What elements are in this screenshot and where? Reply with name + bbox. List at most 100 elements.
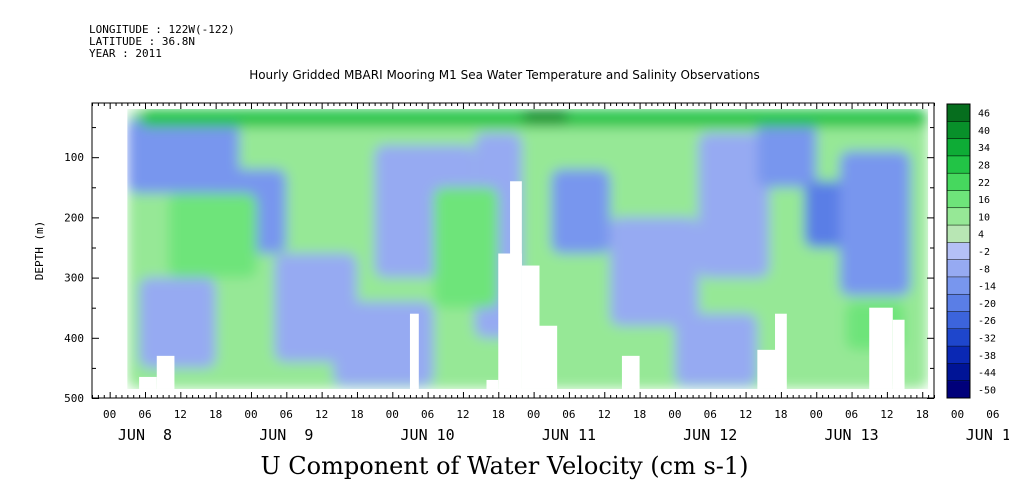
colorbar-label: 40 [978, 126, 990, 137]
colorbar-label: -50 [978, 385, 996, 396]
no-data-mask [92, 388, 934, 398]
colorbar-swatch [947, 242, 970, 261]
x-hour-label: 18 [492, 408, 505, 421]
x-day-label: JUN 9 [259, 426, 313, 444]
x-day-label: JUN 11 [542, 426, 596, 444]
colorbar-label: 46 [978, 109, 990, 120]
missing-data-gap [139, 376, 157, 389]
x-day-label: JUN 13 [824, 426, 878, 444]
colorbar-swatch [947, 328, 970, 347]
colorbar-swatch [947, 155, 970, 174]
colorbar-swatch [947, 380, 970, 399]
velocity-patch [168, 193, 257, 278]
colorbar-label: -44 [978, 368, 996, 379]
missing-data-gap [869, 307, 893, 389]
colorbar-label: 4 [978, 230, 984, 241]
velocity-patch [333, 301, 434, 386]
x-day-label: JUN 12 [683, 426, 737, 444]
y-tick-label: 200 [64, 211, 84, 224]
x-hour-label: 12 [174, 408, 187, 421]
velocity-patch [610, 217, 699, 326]
velocity-patch [139, 277, 216, 368]
colorbar-swatch [947, 207, 970, 226]
y-tick-label: 100 [64, 151, 84, 164]
missing-data-gap [409, 313, 419, 389]
colorbar-label: -8 [978, 264, 990, 275]
no-data-mask [92, 103, 128, 398]
x-hour-label: 00 [244, 408, 257, 421]
missing-data-gap [775, 313, 787, 389]
latitude-label: LATITUDE : 36.8N [89, 35, 195, 48]
colorbar-label: 34 [978, 143, 990, 154]
x-hour-label: 18 [916, 408, 929, 421]
velocity-patch [674, 313, 758, 386]
colorbar-swatch [947, 225, 970, 243]
no-data-mask [928, 103, 934, 398]
velocity-patch [839, 151, 911, 296]
year-label: YEAR : 2011 [89, 47, 162, 60]
velocity-patch [521, 109, 569, 125]
colorbar-swatch [947, 294, 970, 313]
x-day-label: JUN 10 [401, 426, 455, 444]
x-day-label: JUN 14 [966, 426, 1009, 444]
colorbar-label: -14 [978, 282, 996, 293]
x-hour-label: 18 [350, 408, 363, 421]
y-tick-label: 400 [64, 332, 84, 345]
y-tick-label: 300 [64, 272, 84, 285]
x-hour-label: 00 [103, 408, 116, 421]
x-hour-label: 06 [704, 408, 717, 421]
x-hour-label: 00 [668, 408, 681, 421]
colorbar-label: -38 [978, 351, 996, 362]
missing-data-gap [757, 349, 781, 389]
x-day-label: JUN 8 [118, 426, 172, 444]
x-hour-label: 00 [527, 408, 540, 421]
x-hour-label: 00 [810, 408, 823, 421]
colorbar-swatch [947, 311, 970, 330]
x-hour-label: 06 [421, 408, 434, 421]
colorbar-swatch [947, 173, 970, 191]
colorbar-label: 28 [978, 161, 990, 172]
x-hour-label: 18 [633, 408, 646, 421]
colorbar-swatch [947, 121, 970, 140]
colorbar-swatch [947, 363, 970, 382]
missing-data-gap [621, 355, 640, 389]
colorbar-label: 22 [978, 178, 990, 189]
colorbar-swatch [947, 104, 970, 122]
missing-data-gap [510, 181, 522, 389]
x-hour-label: 18 [774, 408, 787, 421]
no-data-mask [92, 103, 934, 110]
x-hour-label: 06 [138, 408, 151, 421]
velocity-patch [433, 187, 499, 308]
colorbar-label: -2 [978, 247, 990, 258]
missing-data-gap [521, 265, 540, 389]
colorbar-swatch [947, 259, 970, 278]
x-hour-label: 12 [880, 408, 893, 421]
missing-data-gap [892, 319, 905, 389]
header-metadata: LONGITUDE : 122W(-122) LATITUDE : 36.8N YE… [89, 24, 235, 60]
x-hour-label: 06 [280, 408, 293, 421]
x-hour-label: 06 [986, 408, 999, 421]
velocity-patch [757, 121, 817, 188]
colorbar-label: -26 [978, 316, 996, 327]
x-hour-label: 12 [456, 408, 469, 421]
variable-title: U Component of Water Velocity (cm s-1) [260, 452, 749, 480]
field-layer [127, 109, 929, 389]
y-tick-label: 500 [64, 392, 84, 405]
missing-data-gap [539, 325, 558, 389]
colorbar-swatch [947, 138, 970, 157]
velocity-patch [551, 169, 611, 254]
chart-title: Hourly Gridded MBARI Mooring M1 Sea Wate… [249, 68, 760, 82]
x-hour-label: 06 [562, 408, 575, 421]
x-hour-label: 18 [209, 408, 222, 421]
y-axis-label: DEPTH (m) [33, 221, 46, 281]
x-hour-label: 00 [951, 408, 964, 421]
velocity-patch [698, 133, 770, 278]
x-hour-label: 00 [386, 408, 399, 421]
x-hour-label: 12 [598, 408, 611, 421]
x-hour-label: 12 [315, 408, 328, 421]
colorbar-swatch [947, 346, 970, 364]
plot-frame [91, 102, 935, 399]
x-hour-label: 06 [845, 408, 858, 421]
colorbar-label: 10 [978, 212, 990, 223]
